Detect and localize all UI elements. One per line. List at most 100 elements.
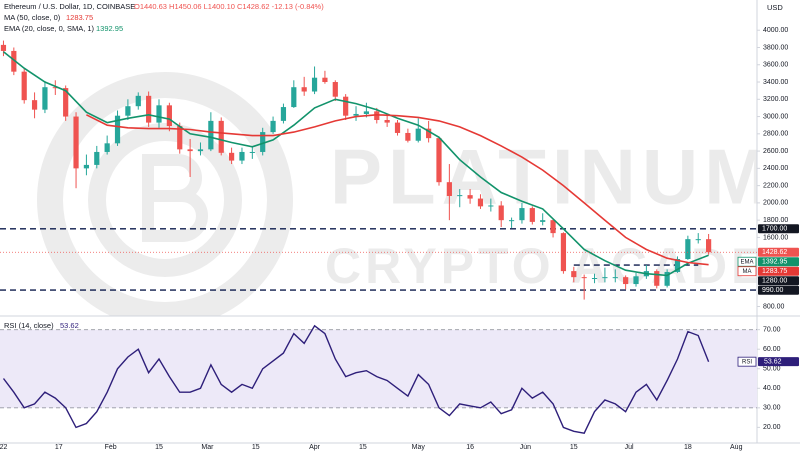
price-tag-label: 990.00 <box>762 287 784 294</box>
x-tick-label: 15 <box>359 444 367 451</box>
y-tick-label: 2000.00 <box>763 200 788 207</box>
candle-body <box>146 95 152 123</box>
candle-body <box>706 239 712 253</box>
symbol-title: Ethereum / U.S. Dollar, 1D, COINBASE <box>4 2 135 11</box>
y-tick-label: 2800.00 <box>763 131 788 138</box>
candle-body <box>73 116 79 169</box>
candle-body <box>156 105 162 123</box>
candle-body <box>405 132 411 141</box>
candle-body <box>529 208 535 222</box>
candle-body <box>446 182 452 196</box>
candle-body <box>0 44 7 51</box>
candle-body <box>187 149 193 152</box>
y-tick-label: 1600.00 <box>763 234 788 241</box>
x-tick-label: Apr <box>309 444 321 451</box>
candle-body <box>31 100 38 110</box>
candle-body <box>467 195 473 199</box>
price-tag-label: 1392.95 <box>762 259 787 266</box>
rsi-band <box>0 329 757 408</box>
ma-label: MA (50, close, 0) <box>4 13 61 22</box>
candle-body <box>374 111 380 121</box>
candle-body <box>581 277 587 279</box>
candle-body <box>591 278 598 280</box>
candle-body <box>426 128 432 139</box>
price-tag <box>758 257 799 267</box>
y-tick-label: 3200.00 <box>763 96 788 103</box>
candle-body <box>322 77 328 83</box>
candle-body <box>540 220 546 222</box>
candle-body <box>457 195 463 197</box>
candle-body <box>166 105 172 127</box>
rsi-label: RSI (14, close) <box>4 321 54 330</box>
candle-body <box>260 132 266 152</box>
x-tick-label: 22 <box>0 444 7 451</box>
candle-body <box>623 277 629 285</box>
x-tick-label: 15 <box>252 444 260 451</box>
candle-body <box>114 115 121 144</box>
candle-body <box>270 120 276 133</box>
candle-body <box>177 126 183 150</box>
watermark-text: CRYPTO ACADEMY <box>325 238 800 294</box>
candle-body <box>280 107 287 121</box>
price-tag-label: 1428.62 <box>762 249 787 256</box>
candle-body <box>508 220 515 222</box>
rsi-tag-name: RSI <box>742 359 752 365</box>
x-tick-label: 17 <box>55 444 63 451</box>
candle-body <box>477 198 484 207</box>
axis-unit: USD <box>767 3 783 12</box>
candle-body <box>654 271 660 286</box>
y-tick-label: 50.00 <box>763 366 781 373</box>
candle-body <box>394 122 401 133</box>
legend: Ethereum / U.S. Dollar, 1D, COINBASE O14… <box>4 2 783 330</box>
y-tick-label: 70.00 <box>763 327 781 334</box>
candle-body <box>21 71 27 101</box>
candle-body <box>353 113 359 116</box>
rsi-value: 53.62 <box>60 321 79 330</box>
watermark-text: PLATINUM <box>330 133 775 221</box>
ma-value: 1283.75 <box>66 13 93 22</box>
price-tag <box>758 247 799 257</box>
candle-body <box>125 106 131 116</box>
x-tick-label: Jun <box>520 444 531 451</box>
candle-body <box>436 138 442 183</box>
indicator-line <box>86 113 709 266</box>
price-tag-name: EMA <box>740 259 753 265</box>
y-tick-label: 3400.00 <box>763 79 788 86</box>
candle-body <box>94 151 100 165</box>
x-tick-label: Jul <box>625 444 634 451</box>
candle-body <box>249 151 255 153</box>
candle-body <box>695 239 701 241</box>
candle-body <box>415 128 421 141</box>
price-pane <box>0 40 757 300</box>
candle-body <box>208 120 214 150</box>
candle-body <box>519 208 525 221</box>
candle-body <box>602 277 608 279</box>
ema-value: 1392.95 <box>96 24 123 33</box>
candle-body <box>239 151 245 161</box>
candle-body <box>104 143 110 152</box>
candle-body <box>311 77 318 92</box>
candle-body <box>218 120 224 153</box>
candle-body <box>343 96 349 116</box>
y-tick-label: 30.00 <box>763 405 781 412</box>
x-tick-label: 15 <box>155 444 163 451</box>
logo-ring <box>37 72 293 316</box>
candle-body <box>560 233 567 272</box>
candle-body <box>52 87 58 89</box>
candle-body <box>42 87 48 110</box>
price-tag-label: 1700.00 <box>762 226 787 233</box>
price-tag-name-box <box>737 256 757 267</box>
indicator-line <box>3 51 709 277</box>
y-tick-label: 3000.00 <box>763 113 788 120</box>
x-tick-label: 18 <box>684 444 692 451</box>
candle-body <box>571 271 577 278</box>
candle-body <box>633 276 639 285</box>
price-tag-name-box <box>737 266 757 277</box>
price-tag <box>758 224 799 234</box>
y-tick-label: 2600.00 <box>763 148 788 155</box>
candle-body <box>332 82 338 97</box>
candle-body <box>301 87 307 92</box>
candle-body <box>674 259 681 272</box>
logo-ring <box>88 123 242 277</box>
